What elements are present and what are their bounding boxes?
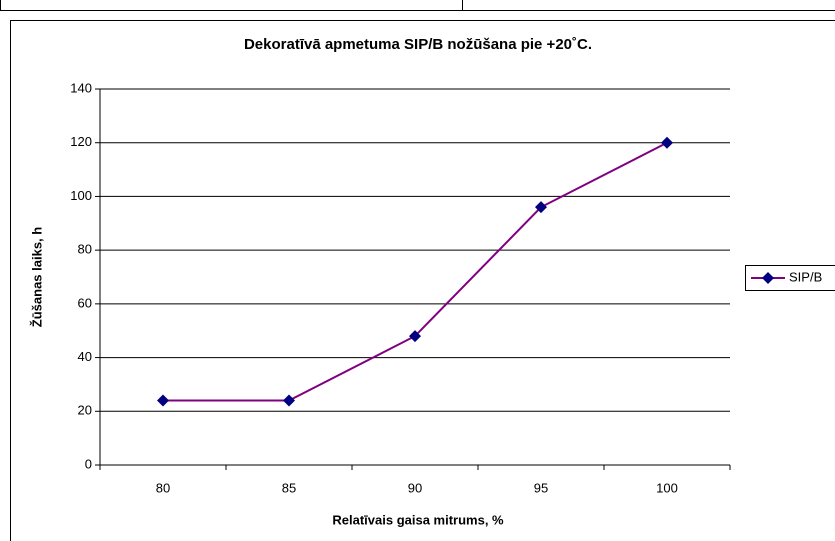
y-tick-label: 0 (85, 456, 92, 471)
x-tick-label: 95 (534, 480, 548, 495)
data-point (283, 394, 295, 407)
x-tick-label: 85 (282, 480, 296, 495)
x-tick-label: 100 (656, 480, 678, 495)
legend-marker (762, 272, 774, 284)
y-tick-label: 80 (78, 242, 92, 257)
data-point (661, 136, 673, 149)
y-tick-label: 40 (78, 349, 92, 364)
y-tick-label: 20 (78, 403, 92, 418)
chart-frame (10, 20, 835, 541)
data-point (535, 201, 547, 214)
y-tick-label: 100 (70, 188, 92, 203)
chart-title: Dekoratīvā apmetuma SIP/B nožūšana pie +… (244, 36, 592, 53)
legend-label: SIP/B (789, 269, 822, 284)
x-tick-label: 90 (408, 480, 422, 495)
data-point (409, 330, 421, 343)
y-tick-label: 140 (70, 80, 92, 95)
y-axis-label: Žūšanas laiks, h (29, 227, 44, 327)
y-tick-label: 60 (78, 295, 92, 310)
data-point (157, 394, 169, 407)
x-tick-label: 80 (156, 480, 170, 495)
y-tick-label: 120 (70, 134, 92, 149)
x-axis-label: Relatīvais gaisa mitrums, % (332, 512, 504, 527)
